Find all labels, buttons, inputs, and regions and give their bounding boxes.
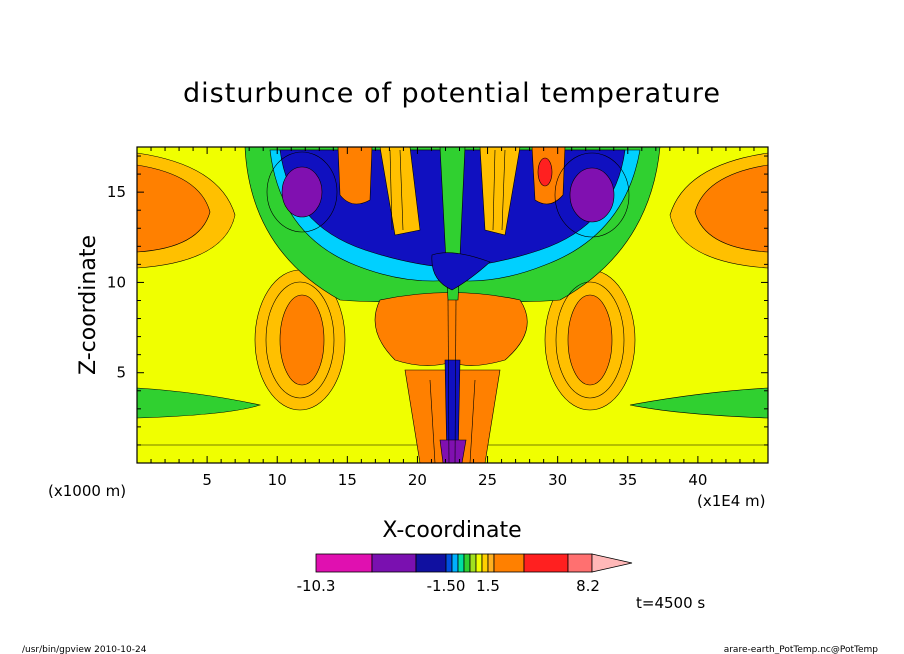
colorbar-arrow	[591, 553, 633, 573]
colorbar-swatch	[481, 553, 489, 573]
colorbar-label: -10.3	[297, 577, 336, 595]
colorbar-swatch	[457, 553, 465, 573]
x-tick-label: 15	[338, 471, 357, 489]
x-tick-label: 40	[688, 471, 707, 489]
x-unit-right: (x1E4 m)	[697, 492, 766, 510]
chart-title: disturbunce of potential temperature	[183, 78, 721, 109]
colorbar-swatch	[475, 553, 483, 573]
y-axis-label: Z-coordinate	[76, 235, 101, 375]
colorbar-swatch	[315, 553, 373, 573]
colorbar-swatch	[463, 553, 471, 573]
colorbar-label: 8.2	[576, 577, 600, 595]
colorbar-swatch	[371, 553, 417, 573]
colorbar-label: 1.5	[476, 577, 500, 595]
x-tick-label: 35	[618, 471, 637, 489]
x-unit-left: (x1000 m)	[48, 482, 126, 500]
y-tick-label: 5	[116, 364, 126, 382]
x-tick-label: 5	[202, 471, 212, 489]
footer-left: /usr/bin/gpview 2010-10-24	[22, 645, 147, 654]
contour-field	[137, 147, 768, 463]
colorbar-swatch	[469, 553, 477, 573]
colorbar-swatch	[415, 553, 447, 573]
time-label: t=4500 s	[636, 594, 705, 612]
colorbar-swatch	[445, 553, 453, 573]
colorbar-swatch	[487, 553, 495, 573]
footer-right: arare-earth_PotTemp.nc@PotTemp	[724, 645, 879, 654]
x-tick-label: 30	[548, 471, 567, 489]
colorbar-swatch	[523, 553, 569, 573]
x-tick-label: 25	[478, 471, 497, 489]
tick-marks	[137, 147, 768, 463]
colorbar-labels: -10.3 -1.50 1.5 8.2	[297, 577, 600, 595]
y-tick-labels: 5 10 15	[107, 183, 126, 382]
x-axis-label: X-coordinate	[382, 518, 521, 543]
x-tick-label: 20	[408, 471, 427, 489]
colorbar-label: -1.50	[427, 577, 466, 595]
y-tick-label: 10	[107, 273, 126, 291]
colorbar-swatch	[451, 553, 459, 573]
colorbar-swatch	[493, 553, 525, 573]
colorbar	[315, 553, 633, 573]
plot-frame	[136, 146, 769, 464]
x-tick-labels: 5 10 15 20 25 30 35 40	[202, 471, 707, 489]
colorbar-swatch	[567, 553, 593, 573]
x-tick-label: 10	[268, 471, 287, 489]
y-tick-label: 15	[107, 183, 126, 201]
